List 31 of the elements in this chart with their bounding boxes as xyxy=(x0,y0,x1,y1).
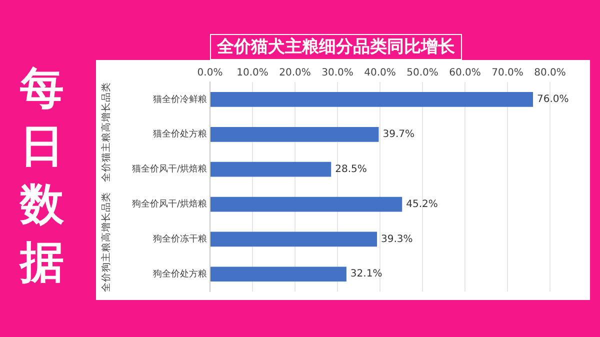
y-tick-label: 狗全价冻干粮 xyxy=(153,234,207,245)
data-label: 39.3% xyxy=(381,234,413,245)
data-label: 32.1% xyxy=(350,268,382,280)
bar xyxy=(210,126,379,142)
y-tick-label: 狗全价风干/烘焙粮 xyxy=(132,198,207,210)
x-tick-label: 10.0% xyxy=(236,68,268,79)
text: 全价狗主粮高增长品类 xyxy=(100,191,113,294)
bar xyxy=(210,162,332,177)
text: 每日数据 xyxy=(18,62,65,290)
data-label: 39.7% xyxy=(382,128,415,140)
chart-title: 全价猫犬主粮细分品类同比增长 xyxy=(210,34,462,60)
bar xyxy=(210,266,346,282)
y-tick-label: 猫全价冷鲜粮 xyxy=(153,94,207,105)
x-tick-label: 0.0% xyxy=(197,68,223,79)
y-tick-label: 狗全价处方粮 xyxy=(153,268,207,280)
data-label: 76.0% xyxy=(537,94,569,106)
x-tick-label: 20.0% xyxy=(279,68,311,79)
data-label: 45.2% xyxy=(406,198,438,210)
bar xyxy=(210,92,533,107)
y-tick-label: 猫全价风干/烘焙粮 xyxy=(132,164,207,175)
x-tick-label: 80.0% xyxy=(534,68,566,79)
x-tick-label: 70.0% xyxy=(492,68,524,79)
data-label: 28.5% xyxy=(335,164,367,175)
bar xyxy=(210,196,402,212)
x-tick-label: 30.0% xyxy=(322,68,354,79)
x-tick-label: 40.0% xyxy=(364,68,396,79)
text: 全价猫主粮高增长品类 xyxy=(100,81,113,184)
x-tick-label: 50.0% xyxy=(406,68,438,79)
bar xyxy=(210,232,378,247)
y-tick-label: 猫全价处方粮 xyxy=(153,128,207,140)
x-tick-label: 60.0% xyxy=(449,68,481,79)
